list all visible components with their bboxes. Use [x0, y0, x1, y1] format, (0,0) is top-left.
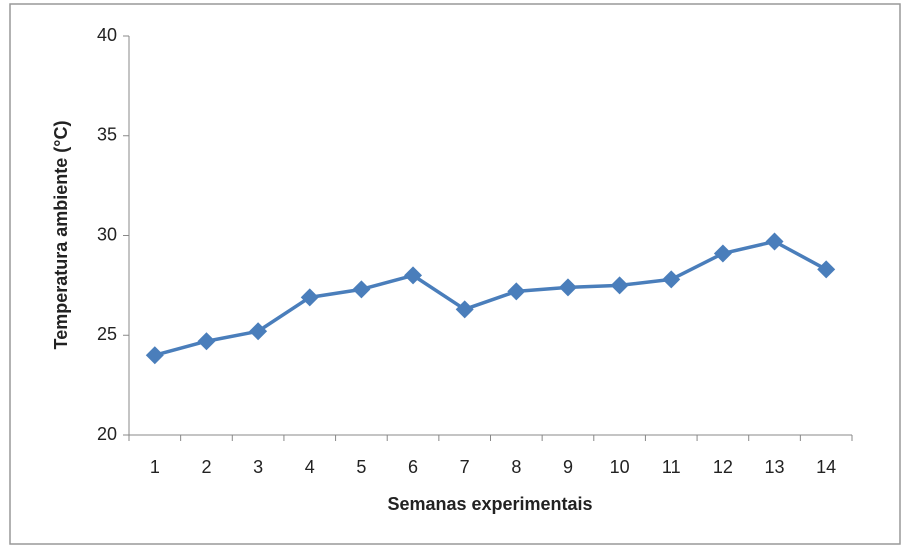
data-point	[145, 346, 164, 365]
x-tick-label: 11	[662, 457, 681, 477]
x-tick-label: 2	[201, 457, 211, 477]
x-tick-label: 14	[816, 457, 836, 477]
data-point	[300, 288, 319, 307]
x-tick-label: 5	[356, 457, 366, 477]
x-tick-label: 13	[765, 457, 785, 477]
x-tick-label: 6	[408, 457, 418, 477]
data-point	[455, 300, 474, 319]
x-tick-label: 3	[253, 457, 263, 477]
data-point	[765, 232, 784, 251]
data-point	[352, 280, 371, 299]
data-point	[249, 322, 268, 341]
x-tick-label: 10	[610, 457, 630, 477]
data-point	[610, 276, 629, 295]
x-tick-label: 12	[713, 457, 733, 477]
y-tick-label: 40	[97, 25, 117, 45]
data-line	[154, 239, 828, 357]
x-axis-title: Semanas experimentais	[387, 494, 592, 514]
data-point	[558, 278, 577, 297]
x-tick-label: 1	[150, 457, 160, 477]
y-tick-label: 35	[97, 125, 117, 145]
data-point	[713, 244, 732, 263]
x-tick-label: 4	[305, 457, 315, 477]
y-tick-label: 20	[97, 424, 117, 444]
chart-frame	[9, 3, 901, 545]
y-axis-title: Temperatura ambiente (°C)	[51, 121, 71, 350]
y-tick-label: 25	[97, 324, 117, 344]
x-tick-label: 8	[511, 457, 521, 477]
data-point	[817, 260, 836, 279]
x-tick-label: 7	[460, 457, 470, 477]
x-tick-label: 9	[563, 457, 573, 477]
data-point	[197, 332, 216, 351]
data-point	[404, 266, 423, 285]
data-point	[507, 282, 526, 301]
data-point	[662, 270, 681, 289]
y-tick-label: 30	[97, 224, 117, 244]
